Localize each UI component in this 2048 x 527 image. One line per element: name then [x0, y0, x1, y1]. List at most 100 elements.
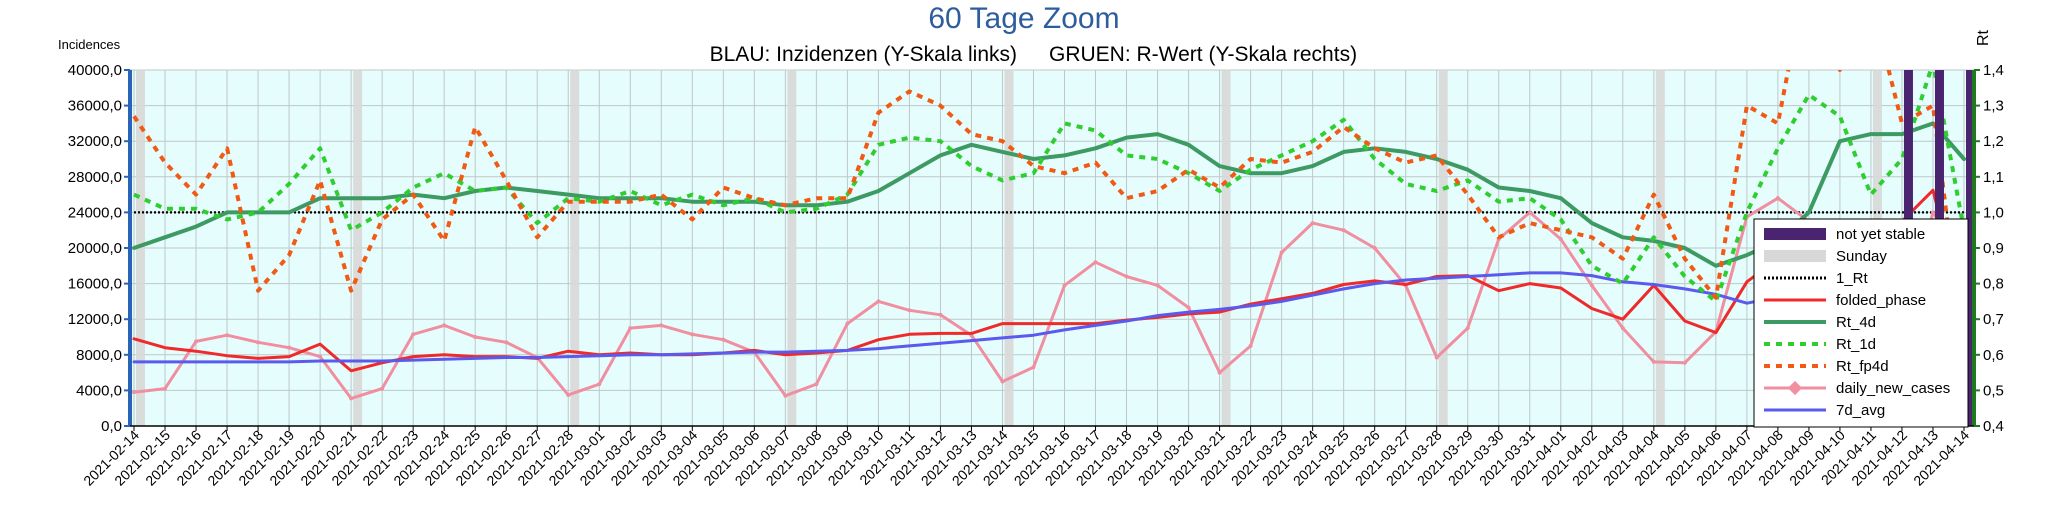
sunday-band: [136, 70, 145, 426]
series-Rt-1d: [133, 70, 1966, 304]
point-daily-new-cases: [783, 393, 788, 398]
legend-swatch: [1764, 250, 1826, 262]
point-daily-new-cases: [194, 339, 199, 344]
y-tick-left: 12000,0: [68, 311, 122, 328]
point-daily-new-cases: [1589, 283, 1594, 288]
point-daily-new-cases: [690, 332, 695, 337]
y-axis-left-label: Incidences: [58, 37, 121, 52]
y-tick-right: 0,9: [1983, 240, 2004, 257]
point-daily-new-cases: [442, 323, 447, 328]
series-folded-phase: [132, 188, 1966, 373]
point-daily-new-cases: [566, 392, 571, 397]
y-tick-right: 0,4: [1983, 418, 2004, 435]
y-tick-left: 8000,0: [76, 347, 122, 364]
point-daily-new-cases: [1930, 210, 1935, 215]
point-daily-new-cases: [349, 396, 354, 401]
sunday-band: [1004, 70, 1014, 426]
point-daily-new-cases: [504, 340, 509, 345]
not-yet-stable-bar: [1966, 70, 1975, 426]
legend-swatch: [1764, 228, 1826, 240]
point-daily-new-cases: [1000, 379, 1005, 384]
point-daily-new-cases: [1217, 370, 1222, 375]
point-daily-new-cases: [1682, 360, 1687, 365]
legend-label: 7d_avg: [1836, 402, 1885, 419]
y-tick-left: 0,0: [101, 418, 122, 435]
point-daily-new-cases: [721, 337, 726, 342]
point-daily-new-cases: [411, 332, 416, 337]
y-ticks-right: 0,4 0,5 0,6 0,7 0,8 0,9 1,0 1,1 1,2 1,3 1,4: [1974, 62, 2004, 435]
point-daily-new-cases: [1248, 343, 1253, 348]
point-daily-new-cases: [1031, 365, 1036, 370]
legend: not yet stable Sunday 1_Rt folded_phase Rt_4…: [1753, 218, 1969, 428]
y-tick-right: 0,7: [1983, 311, 2004, 328]
y-tick-left: 36000,0: [68, 98, 122, 115]
point-daily-new-cases: [1310, 221, 1315, 226]
point-daily-new-cases: [628, 326, 633, 331]
point-daily-new-cases: [1465, 326, 1470, 331]
point-daily-new-cases: [1279, 250, 1284, 255]
y-tick-left: 20000,0: [68, 240, 122, 257]
point-daily-new-cases: [1341, 228, 1346, 233]
y-ticks-left: 0,0 4000,0 8000,0 12000,0 16000,0 20000,0 2400…: [68, 62, 130, 435]
point-daily-new-cases: [1186, 305, 1191, 310]
legend-label: folded_phase: [1836, 292, 1926, 309]
y-tick-right: 1,4: [1983, 62, 2004, 79]
point-daily-new-cases: [1093, 260, 1098, 265]
legend-label: Rt_1d: [1836, 336, 1876, 353]
y-tick-left: 28000,0: [68, 169, 122, 186]
y-tick-right: 1,1: [1983, 169, 2004, 186]
legend-label: 1_Rt: [1836, 270, 1869, 287]
legend-label: Rt_fp4d: [1836, 358, 1889, 375]
y-tick-right: 0,8: [1983, 276, 2004, 293]
point-daily-new-cases: [163, 386, 168, 391]
point-daily-new-cases: [659, 323, 664, 328]
series-Rt-fp4d: [132, 70, 1966, 356]
point-daily-new-cases: [1434, 355, 1439, 360]
series-Rt-4d: [132, 121, 1966, 268]
point-daily-new-cases: [1372, 246, 1377, 250]
point-daily-new-cases: [1651, 359, 1656, 364]
legend-label: Rt_4d: [1836, 314, 1876, 331]
sunday-band: [570, 70, 580, 426]
y-tick-right: 0,6: [1983, 347, 2004, 364]
legend-label: Sunday: [1836, 248, 1887, 265]
y-tick-right: 1,0: [1983, 204, 2004, 221]
chart-subtitle-right: GRUEN: R-Wert (Y-Skala rechts): [1049, 43, 1357, 66]
legend-marker: [1787, 380, 1803, 396]
y-tick-left: 16000,0: [68, 276, 122, 293]
point-daily-new-cases: [1062, 283, 1067, 288]
point-daily-new-cases: [1620, 326, 1625, 331]
y-tick-right: 1,3: [1983, 98, 2004, 115]
point-daily-new-cases: [1558, 237, 1563, 242]
chart-title: 60 Tage Zoom: [928, 2, 1119, 35]
y-tick-right: 0,5: [1983, 382, 2004, 399]
point-daily-new-cases: [225, 333, 230, 338]
point-daily-new-cases: [938, 312, 943, 317]
y-tick-right: 1,2: [1983, 133, 2004, 150]
legend-label: not yet stable: [1836, 226, 1925, 243]
sunday-band: [1221, 70, 1231, 426]
point-daily-new-cases: [132, 390, 136, 395]
y-tick-left: 32000,0: [68, 133, 122, 150]
point-daily-new-cases: [1527, 210, 1532, 215]
sunday-band: [787, 70, 797, 426]
point-daily-new-cases: [907, 308, 912, 313]
x-ticks: 2021-02-142021-02-152021-02-162021-02-17…: [80, 426, 1972, 489]
point-daily-new-cases: [1775, 196, 1780, 201]
legend-label: daily_new_cases: [1836, 380, 1950, 397]
y-axis-right-label: Rt: [1975, 29, 1992, 46]
point-daily-new-cases: [845, 321, 850, 326]
point-daily-new-cases: [1155, 283, 1160, 288]
point-daily-new-cases: [876, 299, 881, 304]
chart-subtitle-left: BLAU: Inzidenzen (Y-Skala links): [710, 43, 1017, 66]
y-tick-left: 40000,0: [68, 62, 122, 79]
sunday-band: [353, 70, 363, 426]
y-tick-left: 4000,0: [76, 382, 122, 399]
y-tick-left: 24000,0: [68, 204, 122, 221]
point-daily-new-cases: [318, 354, 323, 359]
point-daily-new-cases: [814, 382, 819, 387]
point-daily-new-cases: [256, 340, 261, 345]
sunday-band: [1438, 70, 1448, 426]
series-daily-new-cases: [132, 196, 1966, 400]
